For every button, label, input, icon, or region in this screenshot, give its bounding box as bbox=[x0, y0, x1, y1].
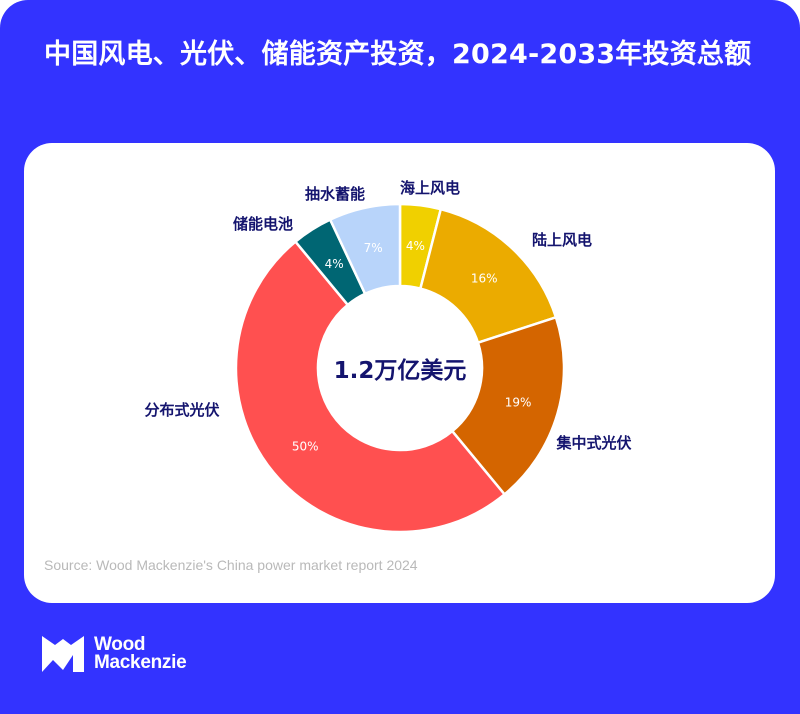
donut-center-total-label: 1.2万亿美元 bbox=[334, 357, 467, 384]
wood-mackenzie-logo: Wood Mackenzie bbox=[42, 634, 187, 673]
wood-mackenzie-logo-icon bbox=[42, 636, 84, 672]
donut-slice bbox=[418, 207, 558, 345]
slice-category-label: 陆上风电 bbox=[532, 231, 592, 249]
slice-value-label: 7% bbox=[364, 241, 383, 255]
slice-category-label: 集中式光伏 bbox=[555, 434, 631, 452]
slice-category-label: 储能电池 bbox=[233, 215, 293, 233]
donut-slice bbox=[328, 202, 402, 296]
chart-title: 中国风电、光伏、储能资产投资，2024-2033年投资总额 bbox=[44, 39, 752, 70]
slice-value-label: 50% bbox=[292, 439, 319, 453]
source-note: Source: Wood Mackenzie's China power mar… bbox=[44, 557, 418, 573]
slice-category-label: 分布式光伏 bbox=[144, 401, 219, 419]
slice-value-label: 19% bbox=[505, 395, 532, 409]
slice-value-label: 4% bbox=[325, 257, 344, 271]
slice-value-label: 16% bbox=[471, 271, 498, 285]
logo-text-line2: Mackenzie bbox=[94, 652, 187, 673]
slice-category-label: 海上风电 bbox=[400, 179, 460, 197]
donut-slice bbox=[234, 239, 507, 534]
slice-category-label: 抽水蓄能 bbox=[305, 185, 365, 203]
donut-slice bbox=[450, 315, 566, 497]
slice-value-label: 4% bbox=[406, 239, 425, 253]
logo-text-line1: Wood bbox=[94, 634, 146, 655]
